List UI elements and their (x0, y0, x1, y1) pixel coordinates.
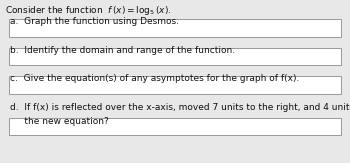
FancyBboxPatch shape (9, 76, 341, 94)
Text: Consider the function  $f\,(x)=\log_5(x)$.: Consider the function $f\,(x)=\log_5(x)$… (5, 4, 172, 17)
Text: d.  If f(x) is reflected over the x-axis, moved 7 units to the right, and 4 unit: d. If f(x) is reflected over the x-axis,… (10, 103, 350, 112)
FancyBboxPatch shape (9, 19, 341, 37)
Text: a.  Graph the function using Desmos.: a. Graph the function using Desmos. (10, 17, 180, 26)
Text: the new equation?: the new equation? (10, 117, 109, 126)
Text: b.  Identify the domain and range of the function.: b. Identify the domain and range of the … (10, 46, 236, 55)
FancyBboxPatch shape (9, 118, 341, 135)
FancyBboxPatch shape (9, 48, 341, 65)
Text: c.  Give the equation(s) of any asymptotes for the graph of f(x).: c. Give the equation(s) of any asymptote… (10, 74, 300, 83)
